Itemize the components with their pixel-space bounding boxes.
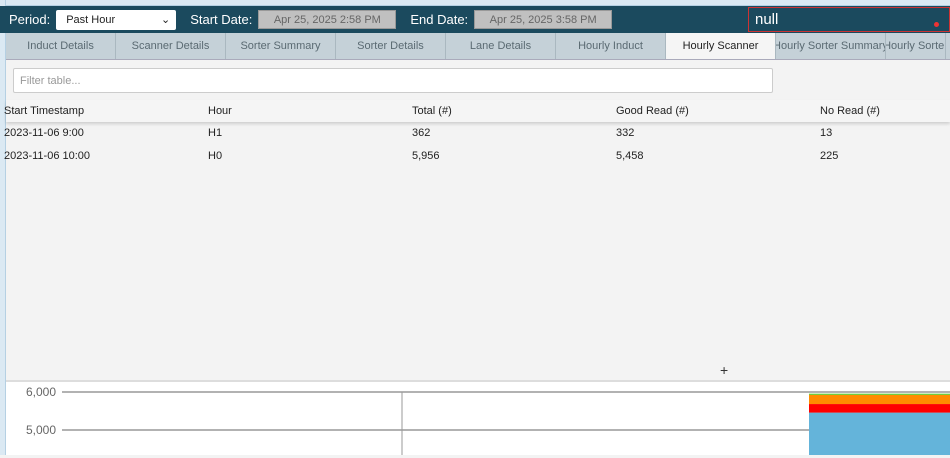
tab-hourly-sorter-summary[interactable]: Hourly Sorter Summary	[776, 33, 886, 59]
table-cell: 5,458	[616, 150, 644, 162]
horizontal-ruler	[0, 0, 950, 6]
table-cell: 332	[616, 127, 635, 139]
tab-hourly-scanner[interactable]: Hourly Scanner	[666, 33, 776, 59]
vertical-ruler	[0, 0, 6, 455]
table-cell: 13	[820, 127, 833, 139]
tab-lane-details[interactable]: Lane Details	[446, 33, 556, 59]
table-cell: 225	[820, 150, 839, 162]
tab-sorter-summary[interactable]: Sorter Summary	[226, 33, 336, 59]
table-row[interactable]: 2023-11-06 9:00 H1 362 332 13	[4, 122, 950, 144]
null-field[interactable]: null	[748, 7, 950, 32]
bar-segment[interactable]	[809, 404, 950, 413]
bar-segment[interactable]	[809, 412, 950, 455]
table-cell: 2023-11-06 10:00	[4, 150, 91, 162]
period-value: Past Hour	[66, 13, 116, 26]
table-cell: H0	[208, 150, 223, 162]
tab-hourly-sorter[interactable]: Hourly Sorter	[886, 33, 946, 59]
filter-bar: Period: Past Hour ⌄ Start Date: Apr 25, 2…	[0, 6, 950, 33]
end-date-label: End Date:	[410, 12, 469, 27]
y-tick-label: 5,000	[26, 423, 56, 437]
null-text: null	[755, 11, 779, 28]
bar-segment[interactable]	[809, 393, 950, 395]
y-tick-label: 6,000	[26, 385, 56, 399]
tab-hourly-induct[interactable]: Hourly Induct	[556, 33, 666, 59]
tab-bar: Induct Details Scanner Details Sorter Summ…	[6, 33, 950, 60]
start-date-label: Start Date:	[190, 12, 253, 27]
bar-segment[interactable]	[809, 394, 950, 405]
column-header[interactable]: Start Timestamp	[4, 105, 85, 117]
table-cell: H1	[208, 127, 223, 139]
column-header[interactable]: No Read (#)	[820, 105, 880, 117]
start-date-input[interactable]: Apr 25, 2025 2:58 PM	[258, 10, 397, 29]
column-header[interactable]: Hour	[208, 105, 232, 117]
resize-handle[interactable]	[934, 22, 939, 27]
chevron-down-icon: ⌄	[160, 14, 171, 26]
table-row[interactable]: 2023-11-06 10:00 H0 5,956 5,458 225	[4, 145, 950, 167]
tab-induct-details[interactable]: Induct Details	[6, 33, 116, 59]
crosshair-cursor-icon: +	[720, 362, 729, 378]
column-header[interactable]: Good Read (#)	[616, 105, 689, 117]
chart-svg: 6,000 5,000	[26, 385, 950, 455]
period-label: Period:	[9, 12, 51, 27]
chart: 6,000 5,000	[6, 380, 950, 455]
table-cell: 2023-11-06 9:00	[4, 127, 84, 139]
table-cell: 362	[412, 127, 431, 139]
tab-sorter-details[interactable]: Sorter Details	[336, 33, 446, 59]
tab-scanner-details[interactable]: Scanner Details	[116, 33, 226, 59]
table-header: Start Timestamp Hour Total (#) Good Read (#…	[4, 100, 950, 122]
end-date-input[interactable]: Apr 25, 2025 3:58 PM	[474, 10, 613, 29]
table-cell: 5,956	[412, 150, 440, 162]
column-header[interactable]: Total (#)	[412, 105, 452, 117]
filter-table-input[interactable]: Filter table...	[13, 68, 773, 93]
period-select[interactable]: Past Hour ⌄	[56, 9, 177, 30]
